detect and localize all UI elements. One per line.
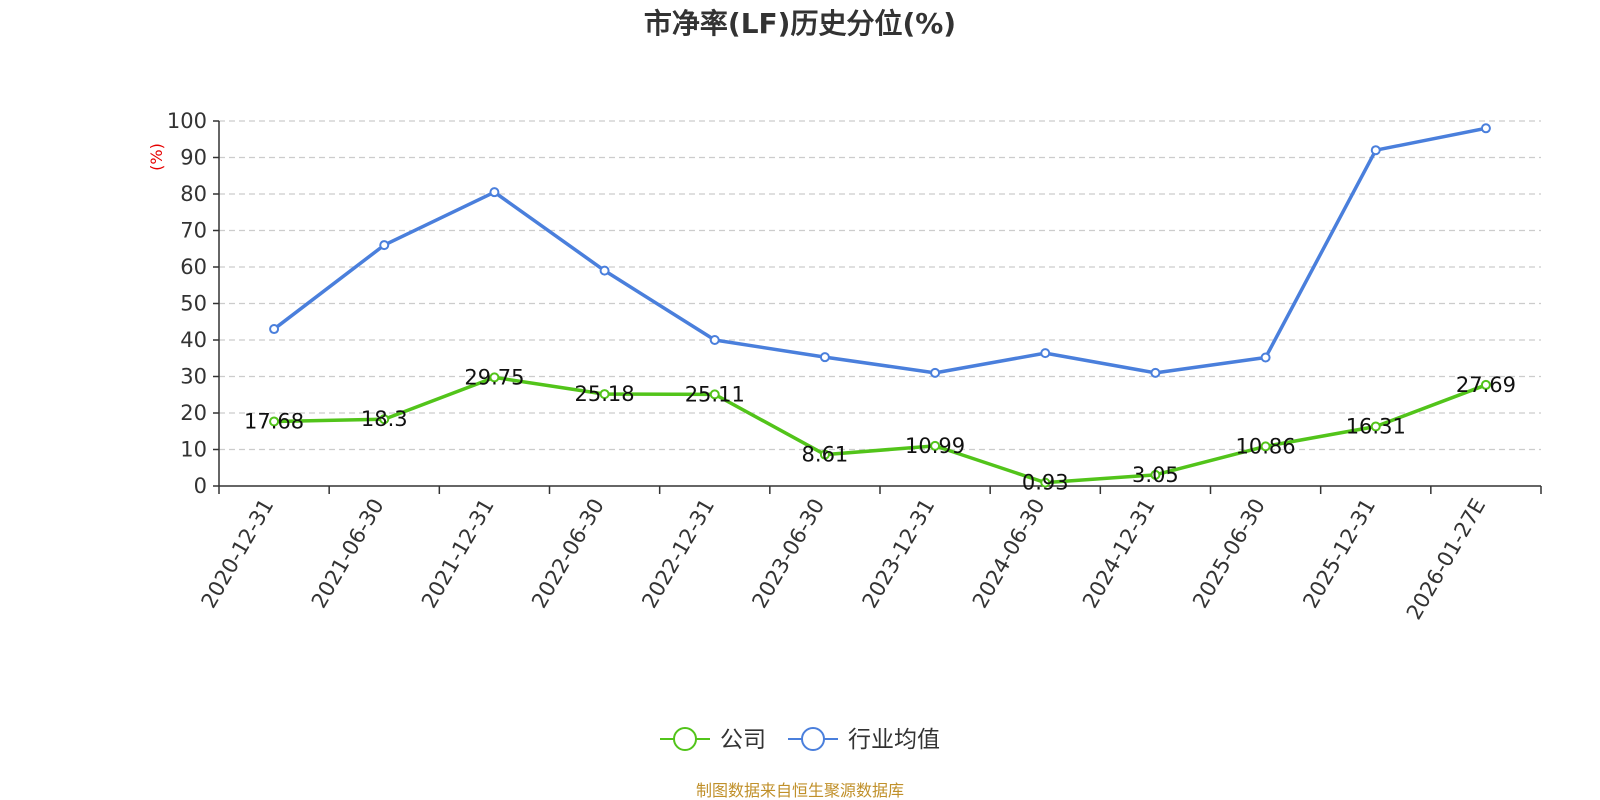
source-note: 制图数据来自恒生聚源数据库 (696, 781, 904, 800)
data-point-industry (269, 324, 280, 335)
x-tick-label: 2021-06-30 (307, 495, 389, 613)
legend-label-company[interactable]: 公司 (720, 727, 766, 753)
data-label: 18.3 (361, 407, 408, 431)
data-label: 25.18 (575, 382, 635, 406)
y-axis-unit-label: (%) (147, 143, 166, 171)
y-tick-label: 90 (180, 146, 207, 170)
data-label: 8.61 (802, 443, 849, 467)
data-point-company (1150, 469, 1161, 480)
data-point-industry (1480, 123, 1491, 134)
data-point-industry (1260, 352, 1271, 363)
y-tick-label: 60 (180, 255, 207, 279)
series-line-company (272, 375, 1488, 485)
data-label: 17.68 (244, 409, 304, 433)
data-point-company (379, 414, 390, 425)
x-tick-label: 2023-06-30 (747, 495, 829, 613)
y-tick-label: 30 (180, 365, 207, 389)
legend-label-industry[interactable]: 行业均值 (848, 727, 940, 753)
data-point-company (1040, 477, 1051, 488)
data-point-industry (489, 187, 500, 198)
data-point-industry (930, 367, 941, 378)
x-tick-label: 2022-06-30 (527, 495, 609, 613)
data-point-industry (1150, 367, 1161, 378)
x-tick-label: 2021-12-31 (417, 494, 499, 612)
data-point-industry (1040, 348, 1051, 359)
legend-marker-company (673, 727, 697, 751)
series-lines (269, 123, 1491, 488)
x-tick-label: 2026-01-27E (1402, 495, 1490, 624)
y-tick-label: 80 (180, 182, 207, 206)
axes: 0 10 20 30 40 50 60 70 80 90 100 2020-12-31 2021-06-… (167, 109, 1542, 624)
data-point-company (1480, 379, 1491, 390)
x-tick-label: 2020-12-31 (197, 495, 279, 613)
data-labels: 17.68 18.3 29.75 25.18 25.11 8.61 10.99 0.93 3.0… (244, 365, 1516, 494)
data-label: 10.99 (905, 434, 965, 458)
data-point-industry (709, 335, 720, 345)
y-tick-label: 10 (180, 438, 207, 462)
data-point-company (819, 449, 830, 460)
series-line-industry (272, 126, 1488, 375)
grid-lines (219, 120, 1541, 451)
x-tick-label: 2025-06-30 (1188, 495, 1270, 613)
data-point-company (489, 372, 500, 383)
x-tick-label: 2023-12-31 (858, 494, 940, 612)
data-label: 25.11 (685, 382, 745, 406)
x-tick-label: 2024-06-30 (968, 495, 1050, 613)
data-point-company (930, 440, 941, 451)
chart-title: 市净率(LF)历史分位(%) (644, 7, 956, 40)
y-tick-label: 100 (167, 109, 207, 133)
data-label: 29.75 (464, 365, 524, 389)
y-tick-label: 0 (194, 474, 207, 498)
y-tick-label: 50 (180, 292, 207, 316)
data-point-industry (1370, 145, 1381, 156)
data-label: 27.69 (1456, 373, 1516, 397)
legend-marker-industry (801, 727, 825, 751)
data-label: 3.05 (1132, 463, 1179, 487)
data-label: 10.86 (1236, 434, 1296, 458)
y-tick-label: 40 (180, 328, 207, 352)
data-point-company (1370, 421, 1381, 432)
data-point-industry (379, 240, 390, 251)
data-point-industry (819, 352, 830, 363)
data-label: 16.31 (1346, 414, 1406, 438)
data-point-company (709, 389, 720, 400)
x-tick-label: 2022-12-31 (637, 495, 719, 613)
y-tick-label: 20 (180, 401, 207, 425)
x-tick-label: 2025-12-31 (1298, 495, 1380, 613)
x-tick-label: 2024-12-31 (1078, 495, 1160, 613)
legend: 公司 行业均值 (660, 727, 940, 753)
data-point-company (599, 389, 610, 400)
data-label: 0.93 (1022, 471, 1069, 495)
data-point-company (1260, 441, 1271, 452)
data-point-industry (599, 265, 610, 276)
data-point-company (269, 416, 280, 427)
y-tick-label: 70 (180, 219, 207, 243)
